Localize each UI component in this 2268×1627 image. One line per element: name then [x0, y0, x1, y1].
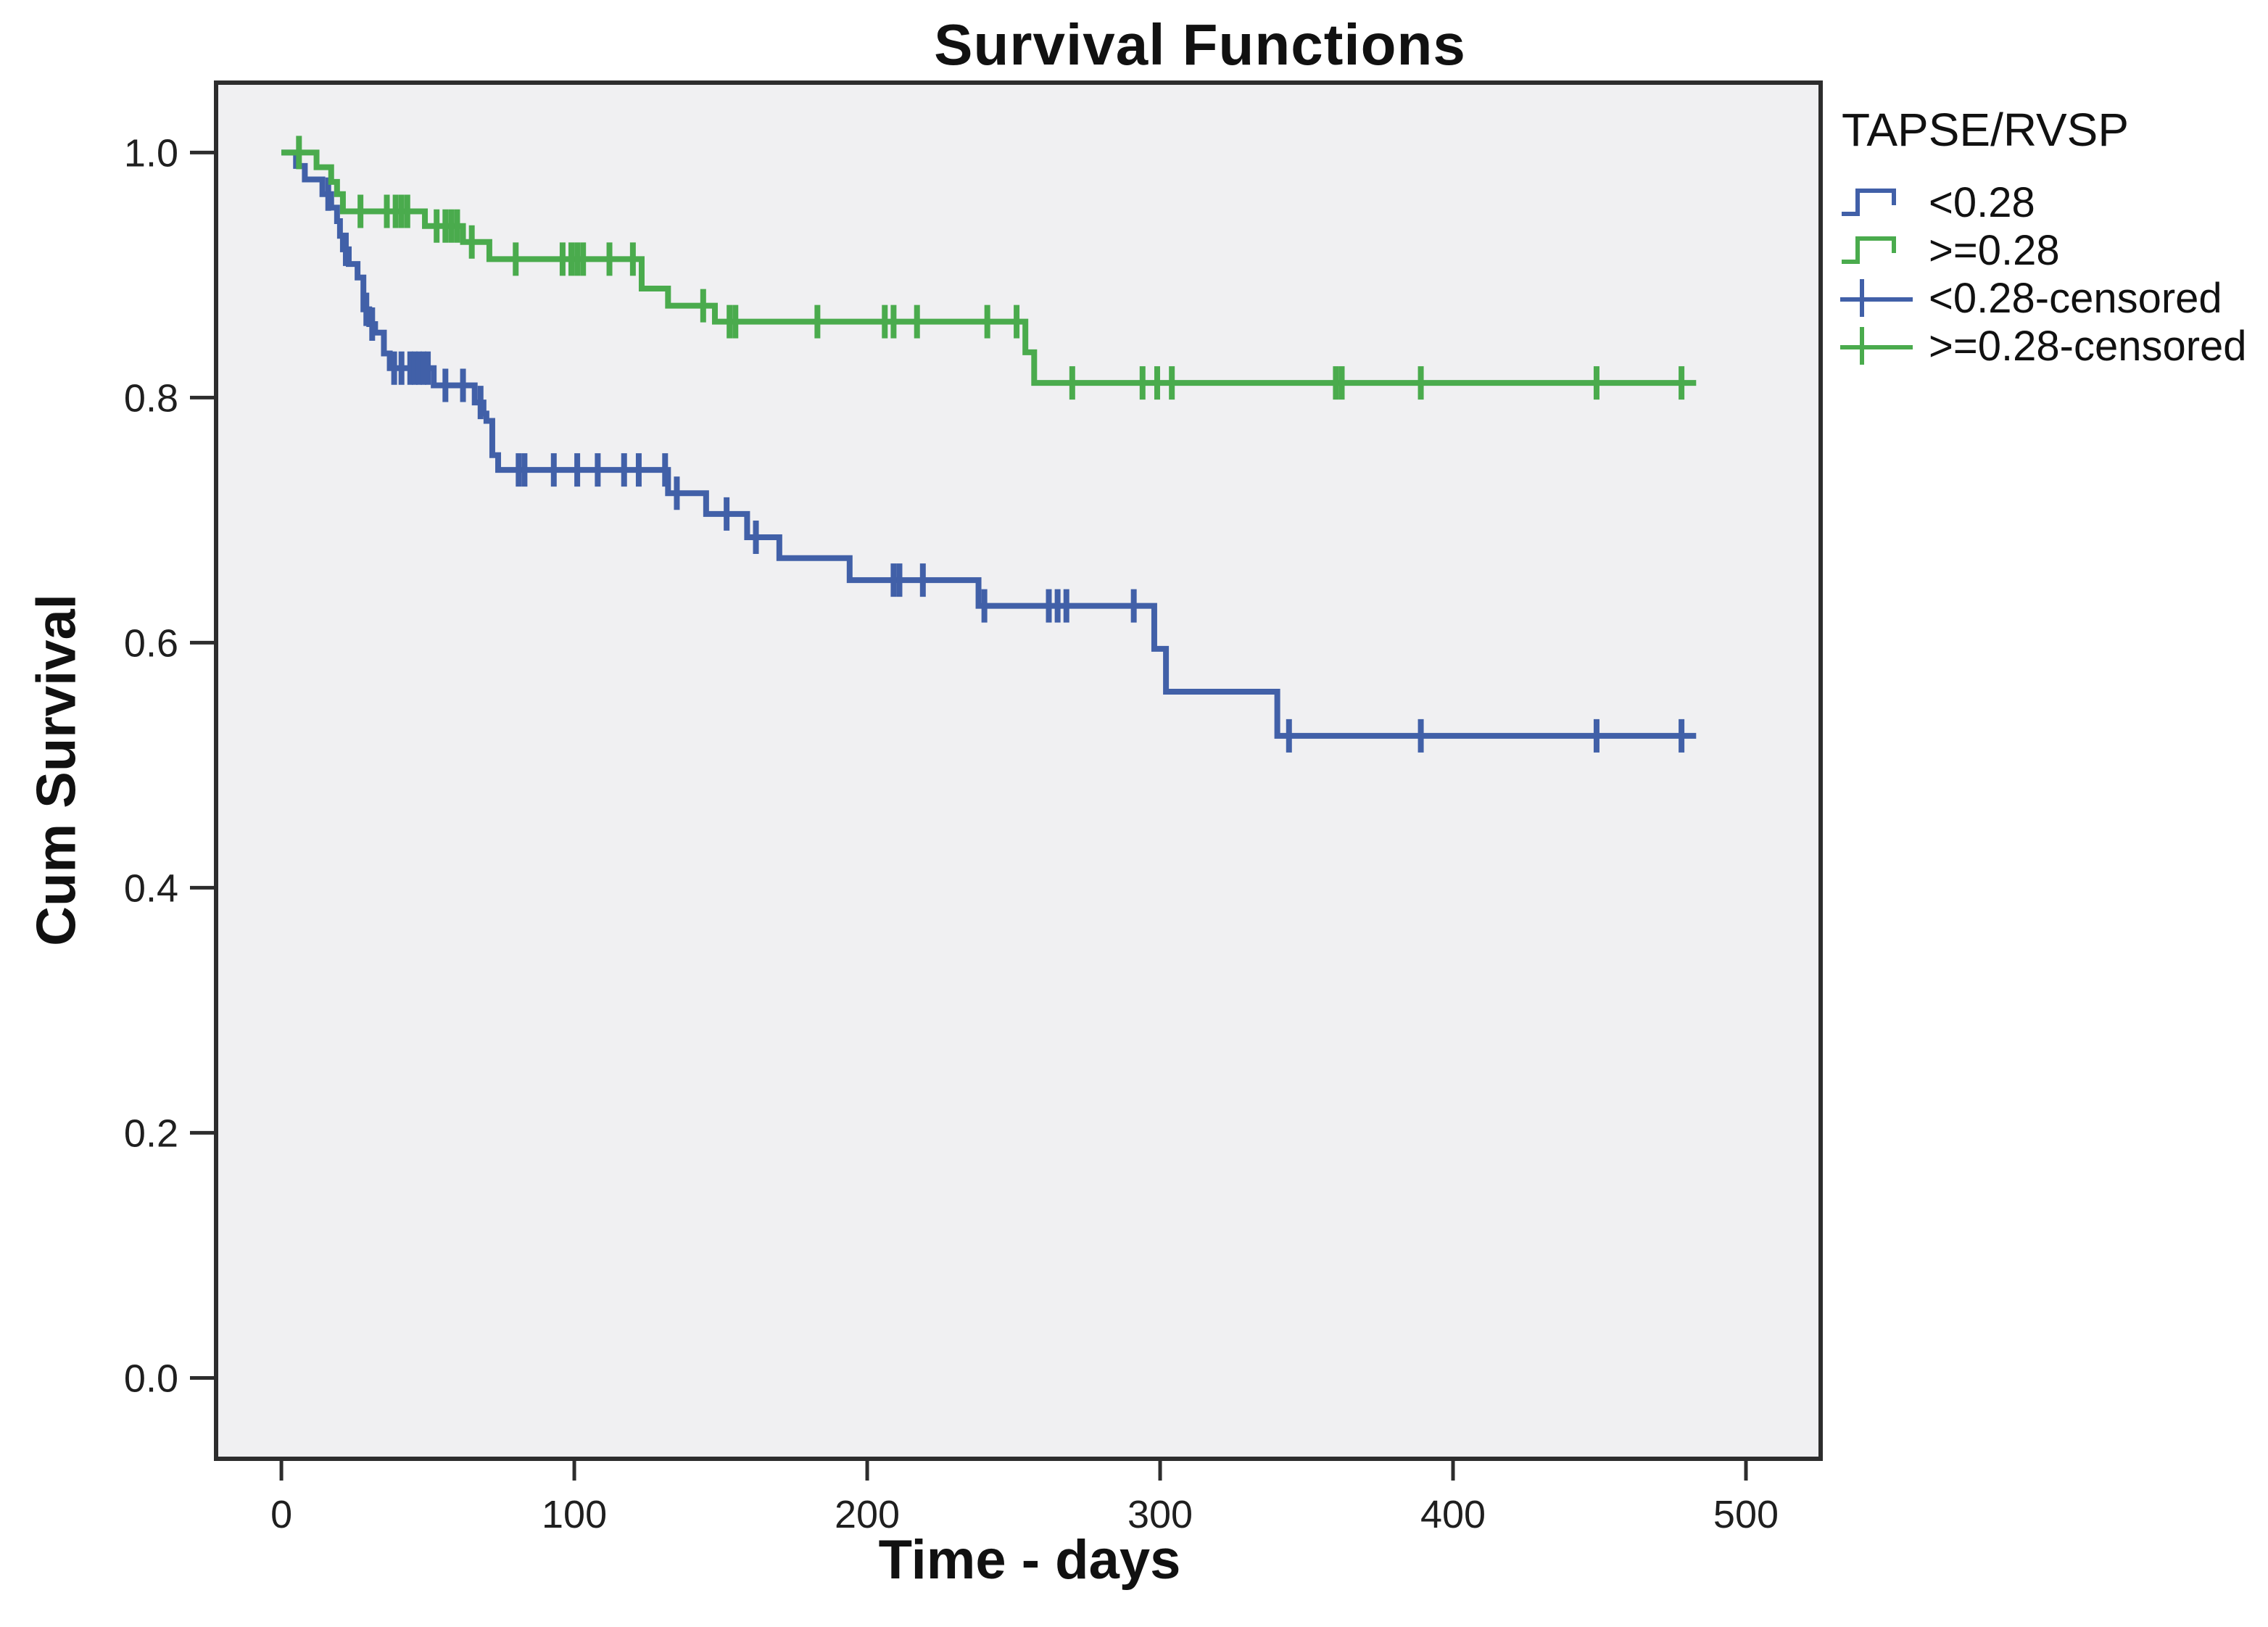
legend-item-label: <0.28	[1929, 178, 2035, 226]
x-tick-label: 100	[542, 1493, 607, 1536]
legend-item-ge-0-28: >=0.28	[1840, 226, 2247, 274]
x-tick-label: 0	[270, 1493, 292, 1536]
x-tick-label: 400	[1420, 1493, 1486, 1536]
chart-title: Survival Functions	[934, 12, 1466, 77]
y-tick-label: 0.2	[124, 1111, 178, 1155]
plot-background	[216, 83, 1821, 1459]
legend: TAPSE/RVSP <0.28 >=0.28 <0.28-censored >…	[1840, 103, 2247, 370]
survival-curve-lt-0-28	[281, 149, 1697, 739]
censored-tick-icon	[1840, 327, 1913, 365]
x-tick-label: 300	[1127, 1493, 1193, 1536]
legend-item-label: >=0.28	[1929, 226, 2060, 274]
legend-item-lt-0-28: <0.28	[1840, 178, 2247, 226]
censored-tick-icon	[1840, 279, 1913, 317]
legend-item-lt-0-28-censored: <0.28-censored	[1840, 274, 2247, 322]
plot-frame	[214, 80, 1823, 1461]
step-line-icon	[1842, 236, 1896, 264]
legend-title: TAPSE/RVSP	[1842, 104, 2129, 156]
y-tick-label: 0.8	[124, 376, 178, 420]
y-tick-label: 0.4	[124, 866, 178, 910]
legend-item-label: <0.28-censored	[1929, 274, 2222, 322]
x-tick-label: 500	[1713, 1493, 1779, 1536]
y-tick-label: 0.0	[124, 1357, 178, 1400]
y-axis-label: Cum Survival	[25, 594, 88, 946]
y-tick-label: 0.6	[124, 621, 178, 665]
x-tick-label: 200	[835, 1493, 900, 1536]
step-line-icon	[1842, 189, 1896, 216]
survival-curve-ge-0-28	[281, 149, 1697, 386]
x-axis-label: Time - days	[878, 1529, 1181, 1591]
legend-item-ge-0-28-censored: >=0.28-censored	[1840, 322, 2247, 370]
legend-item-label: >=0.28-censored	[1929, 322, 2247, 370]
y-tick-label: 1.0	[124, 131, 178, 175]
